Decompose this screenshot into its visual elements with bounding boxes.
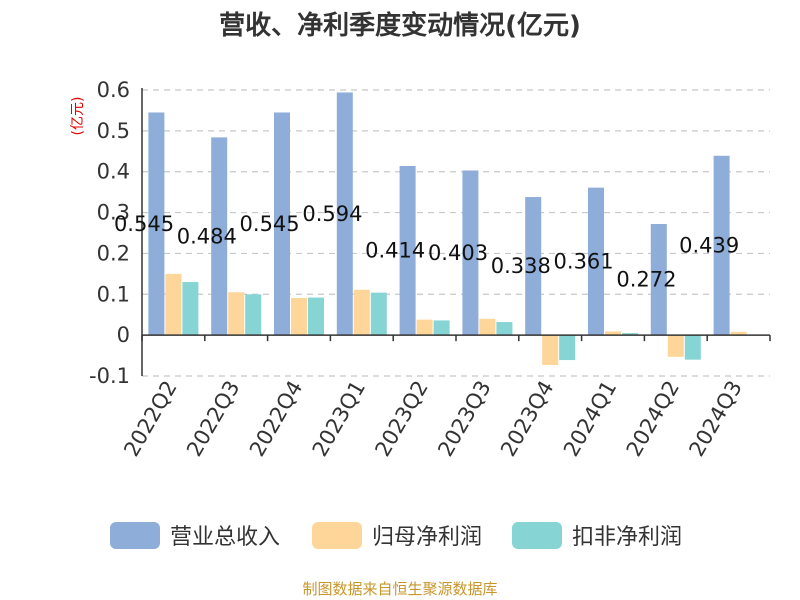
y-tick-label: -0.1 <box>89 364 130 388</box>
bar-扣非净利润-2024Q2 <box>684 335 701 360</box>
data-label: 0.545 <box>240 212 300 236</box>
y-tick-label: 0.3 <box>97 201 130 225</box>
x-tick-label: 2022Q3 <box>182 377 244 461</box>
bar-营业总收入-2022Q3 <box>211 137 228 336</box>
bar-营业总收入-2024Q2 <box>650 224 667 336</box>
data-label: 0.272 <box>616 268 676 292</box>
data-label: 0.545 <box>114 212 174 236</box>
y-tick-label: 0.1 <box>97 282 130 306</box>
bar-营业总收入-2023Q3 <box>462 170 479 336</box>
legend-swatch <box>512 522 562 549</box>
data-label: 0.403 <box>428 241 488 265</box>
bar-扣非净利润-2022Q4 <box>308 297 324 336</box>
data-label: 0.361 <box>554 249 614 273</box>
bar-归母净利润-2022Q3 <box>228 292 245 336</box>
bar-归母净利润-2023Q2 <box>416 319 433 336</box>
bar-扣非净利润-2023Q2 <box>433 320 450 336</box>
chart-title: 营收、净利季度变动情况(亿元) <box>219 10 581 41</box>
bar-归母净利润-2024Q3 <box>730 331 747 336</box>
bar-归母净利润-2024Q1 <box>605 331 621 336</box>
x-tick-label: 2024Q3 <box>684 377 746 461</box>
bar-营业总收入-2022Q2 <box>148 112 165 336</box>
grid <box>142 89 770 377</box>
bar-归母净利润-2023Q3 <box>479 318 496 336</box>
y-tick-label: 0.5 <box>97 119 130 143</box>
x-tick-label: 2022Q4 <box>245 377 307 461</box>
legend: 营业总收入 归母净利润 扣非净利润 <box>110 522 682 550</box>
bar-营业总收入-2024Q1 <box>588 187 604 336</box>
bar-归母净利润-2022Q2 <box>165 273 182 336</box>
x-tick-label: 2023Q3 <box>433 377 495 461</box>
legend-swatch <box>312 522 362 549</box>
y-tick-label: 0 <box>117 323 130 347</box>
bars <box>148 92 747 365</box>
y-tick-label: 0.2 <box>97 241 130 265</box>
bar-归母净利润-2023Q1 <box>353 289 370 336</box>
data-label: 0.484 <box>177 224 237 248</box>
y-tick-label: 0.6 <box>97 78 130 102</box>
legend-swatch <box>110 522 160 549</box>
y-axis: 0.6 0.5 0.4 0.3 0.2 0.1 0 -0.1 <box>89 78 130 388</box>
bar-扣非净利润-2023Q3 <box>496 322 513 336</box>
bar-营业总收入-2023Q1 <box>336 92 353 336</box>
bar-扣非净利润-2023Q4 <box>559 335 576 361</box>
bar-扣非净利润-2024Q1 <box>622 333 638 336</box>
x-tick-label: 2022Q2 <box>119 377 181 461</box>
legend-label: 营业总收入 <box>170 525 280 550</box>
data-label: 0.338 <box>491 254 551 278</box>
x-tick-label: 2023Q1 <box>308 377 370 461</box>
bar-扣非净利润-2022Q3 <box>245 294 262 336</box>
legend-label: 扣非净利润 <box>572 525 682 550</box>
bar-营业总收入-2024Q3 <box>713 155 730 336</box>
y-tick-label: 0.4 <box>97 160 130 184</box>
source-note: 制图数据来自恒生聚源数据库 <box>302 580 497 598</box>
legend-label: 归母净利润 <box>372 525 482 550</box>
data-label: 0.439 <box>679 233 739 257</box>
bar-归母净利润-2024Q2 <box>667 335 684 357</box>
bar-归母净利润-2022Q4 <box>291 297 307 336</box>
bar-扣非净利润-2022Q2 <box>182 282 199 336</box>
bar-扣非净利润-2023Q1 <box>370 292 387 336</box>
x-tick-label: 2023Q2 <box>370 377 432 461</box>
data-label: 0.414 <box>365 239 425 263</box>
data-label: 0.594 <box>302 202 362 226</box>
x-tick-label: 2023Q4 <box>496 377 558 461</box>
y-unit-label: (亿元) <box>70 97 86 136</box>
bar-营业总收入-2022Q4 <box>274 112 290 336</box>
x-tick-label: 2024Q1 <box>559 377 621 461</box>
bar-营业总收入-2023Q2 <box>399 165 416 336</box>
bar-营业总收入-2023Q4 <box>525 197 542 336</box>
bar-归母净利润-2023Q4 <box>542 335 559 365</box>
x-tick-label: 2024Q2 <box>622 377 684 461</box>
